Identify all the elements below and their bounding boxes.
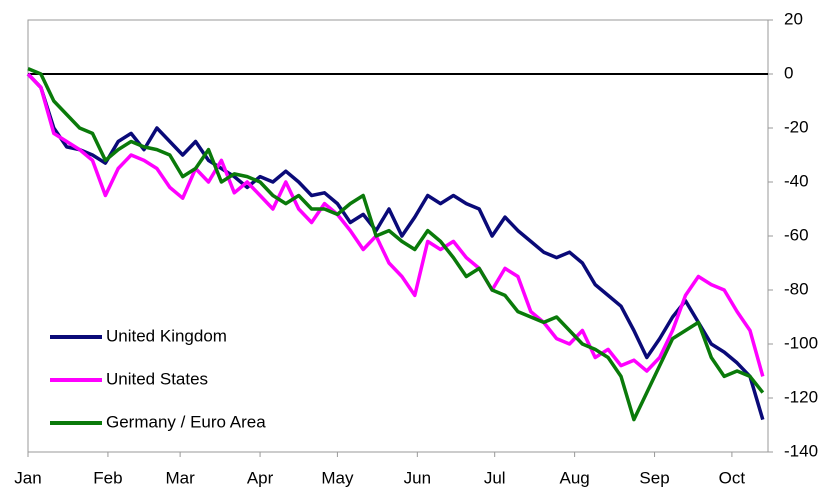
y-tick-label: 0	[784, 63, 793, 82]
x-tick-label: Jun	[404, 468, 431, 487]
legend-label: United States	[106, 369, 208, 388]
x-tick-label: Jan	[14, 468, 41, 487]
y-tick-label: -60	[784, 225, 809, 244]
y-tick-label: -120	[784, 387, 818, 406]
line-series	[26, 72, 765, 421]
y-tick-label: -40	[784, 171, 809, 190]
line-series	[26, 72, 765, 377]
x-tick-label: Mar	[165, 468, 195, 487]
x-tick-label: Aug	[559, 468, 589, 487]
y-tick-label: -140	[784, 441, 818, 460]
line-series	[27, 66, 765, 422]
x-tick-label: Jul	[484, 468, 506, 487]
legend-label: Germany / Euro Area	[106, 412, 266, 431]
legend-label: United Kingdom	[106, 326, 227, 345]
x-tick-label: Oct	[719, 468, 746, 487]
y-tick-label: -80	[784, 279, 809, 298]
x-tick-label: Apr	[247, 468, 274, 487]
x-tick-label: May	[321, 468, 354, 487]
y-tick-label: -20	[784, 117, 809, 136]
y-tick-label: -100	[784, 333, 818, 352]
x-tick-label: Sep	[639, 468, 669, 487]
x-tick-label: Feb	[93, 468, 122, 487]
y-tick-label: 20	[784, 9, 803, 28]
